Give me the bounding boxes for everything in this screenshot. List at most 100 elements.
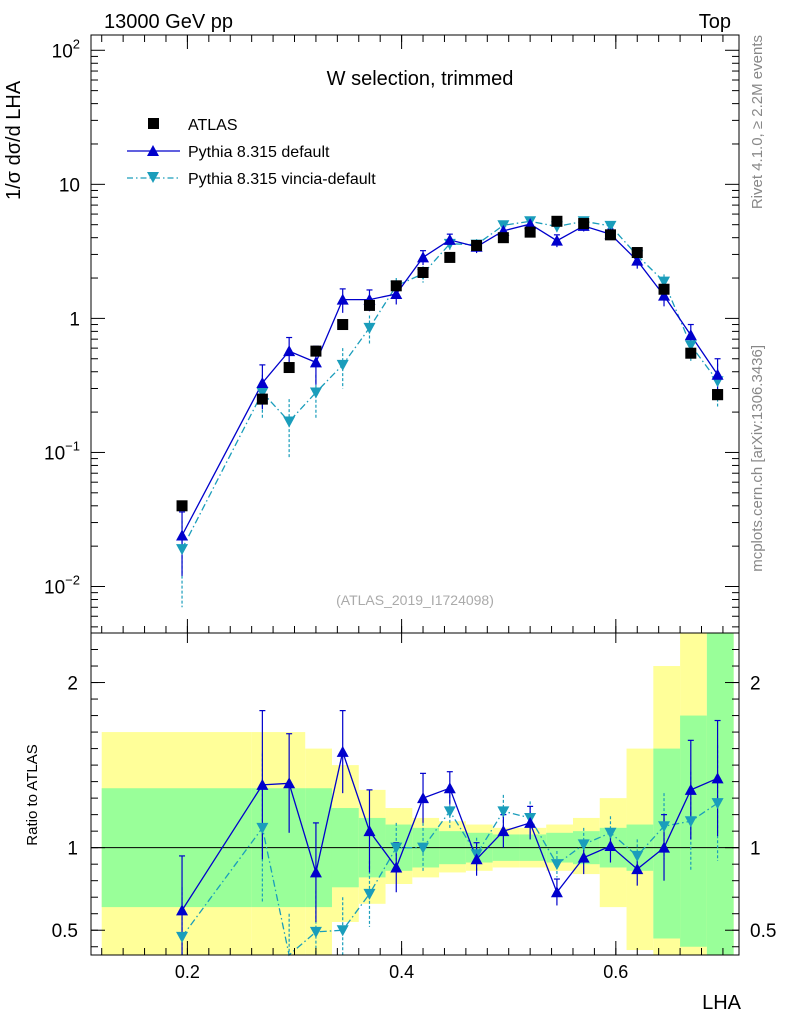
ratio-y-tick-label-left: 2 [67,674,78,695]
ratio-default-point [417,792,430,804]
ratio-vincia-point [631,850,644,862]
ratio-vincia-point [604,827,617,839]
y-tick-label: 10−1 [44,438,80,464]
ratio-y-tick-label-right: 0.5 [750,921,776,942]
default-point [336,293,349,305]
atlas-point [712,389,724,401]
y-tick-label: 10−2 [44,573,80,599]
axes: 0.2 0.4 0.6 102 10 1 10−1 10−2 0.5 0.5 1 1 2 2 [44,35,776,982]
y-tick-label: 10 [59,175,80,196]
default-point [256,376,269,388]
vincia-point [283,416,296,428]
ratio-default-point [577,851,590,863]
ratio-panel-frame [90,632,740,956]
ratio-default-point [684,783,697,795]
atlas-point [578,218,590,230]
ratio-vincia-point [550,859,563,871]
vincia-point [336,359,349,371]
atlas-point [176,500,188,512]
ratio-vincia-point [363,888,376,900]
legend-marker-vincia [147,172,159,183]
atlas-point [310,345,322,357]
ratio-default-point [470,853,483,865]
ratio-default-point [176,904,189,916]
default-point [550,234,563,246]
vincia-point [604,220,617,232]
default-point [417,251,430,263]
ratio-vincia-point [497,806,510,818]
ratio-vincia-point [256,822,269,834]
green-band-bin [653,748,681,939]
mcplots-label: mcplots.cern.ch [arXiv:1306.3436] [749,345,766,572]
ratio-default-point [390,861,403,873]
default-point [711,368,724,380]
ratio-vincia-point [577,839,590,851]
atlas-point [390,280,402,292]
atlas-point [685,347,697,359]
ratio-vincia-point [336,925,349,937]
atlas-point [604,229,616,241]
default-point [390,288,403,300]
y-axis-label-ratio: Ratio to ATLAS [24,744,41,845]
default-point [283,345,296,357]
vincia-point [658,276,671,288]
x-tick-label: 0.6 [603,962,628,982]
vincia-point [176,544,189,556]
ratio-vincia-point [417,842,430,854]
ratio-vincia-point [658,821,671,833]
vincia-point [309,387,322,399]
analysis-id: (ATLAS_2019_I1724098) [336,592,494,608]
atlas-point [497,232,509,244]
x-tick-label: 0.2 [175,962,200,982]
legend-label-default: Pythia 8.315 default [188,144,330,161]
default-point [176,529,189,541]
energy-label: 13000 GeV pp [104,11,233,33]
main-panel-data [176,215,724,608]
ratio-y-tick-label-right: 1 [750,839,761,860]
ratio-vincia-point [684,816,697,828]
default-point [443,233,456,245]
legend: ATLAS Pythia 8.315 default Pythia 8.315 … [127,117,376,188]
default-point [658,289,671,301]
atlas-point [363,299,375,311]
legend-marker-default [147,145,159,156]
ratio-default-point [711,772,724,784]
ratio-default-point [631,863,644,875]
vincia-point [363,322,376,334]
ratio-default-point [256,778,269,790]
ratio-vincia-point [390,842,403,854]
atlas-point [471,239,483,251]
vincia-point [256,387,269,399]
green-band-bin [680,715,707,947]
ratio-default-point [550,886,563,898]
y-tick-label: 1 [69,309,80,330]
default-point [309,356,322,368]
ratio-default-point [658,841,671,853]
atlas-point [444,251,456,263]
ratio-vincia-point [309,926,322,938]
atlas-point [283,362,295,374]
vincia-point [684,340,697,352]
y-axis-label-main: 1/σ dσ/d LHA [3,80,25,200]
process-label: Top [699,11,731,33]
default-point [631,254,644,266]
rivet-label: Rivet 4.1.0, ≥ 2.2M events [749,35,766,209]
ratio-y-tick-label-left: 1 [67,839,78,860]
atlas-point [417,266,429,278]
ratio-default-point [283,777,296,789]
ratio-y-tick-label-right: 2 [750,674,761,695]
default-point [524,218,537,230]
x-axis-label: LHA [702,992,742,1014]
ratio-y-tick-label-left: 0.5 [52,921,78,942]
chart-title: W selection, trimmed [327,68,514,90]
ratio-panel-data [176,710,724,957]
ratio-vincia-point [711,798,724,810]
y-tick-label: 102 [52,36,80,62]
default-point [684,329,697,341]
ratio-vincia-point [443,806,456,818]
ratio-default-point [497,825,510,837]
x-tick-label: 0.4 [389,962,414,982]
atlas-point [551,215,563,227]
atlas-point [256,393,268,405]
